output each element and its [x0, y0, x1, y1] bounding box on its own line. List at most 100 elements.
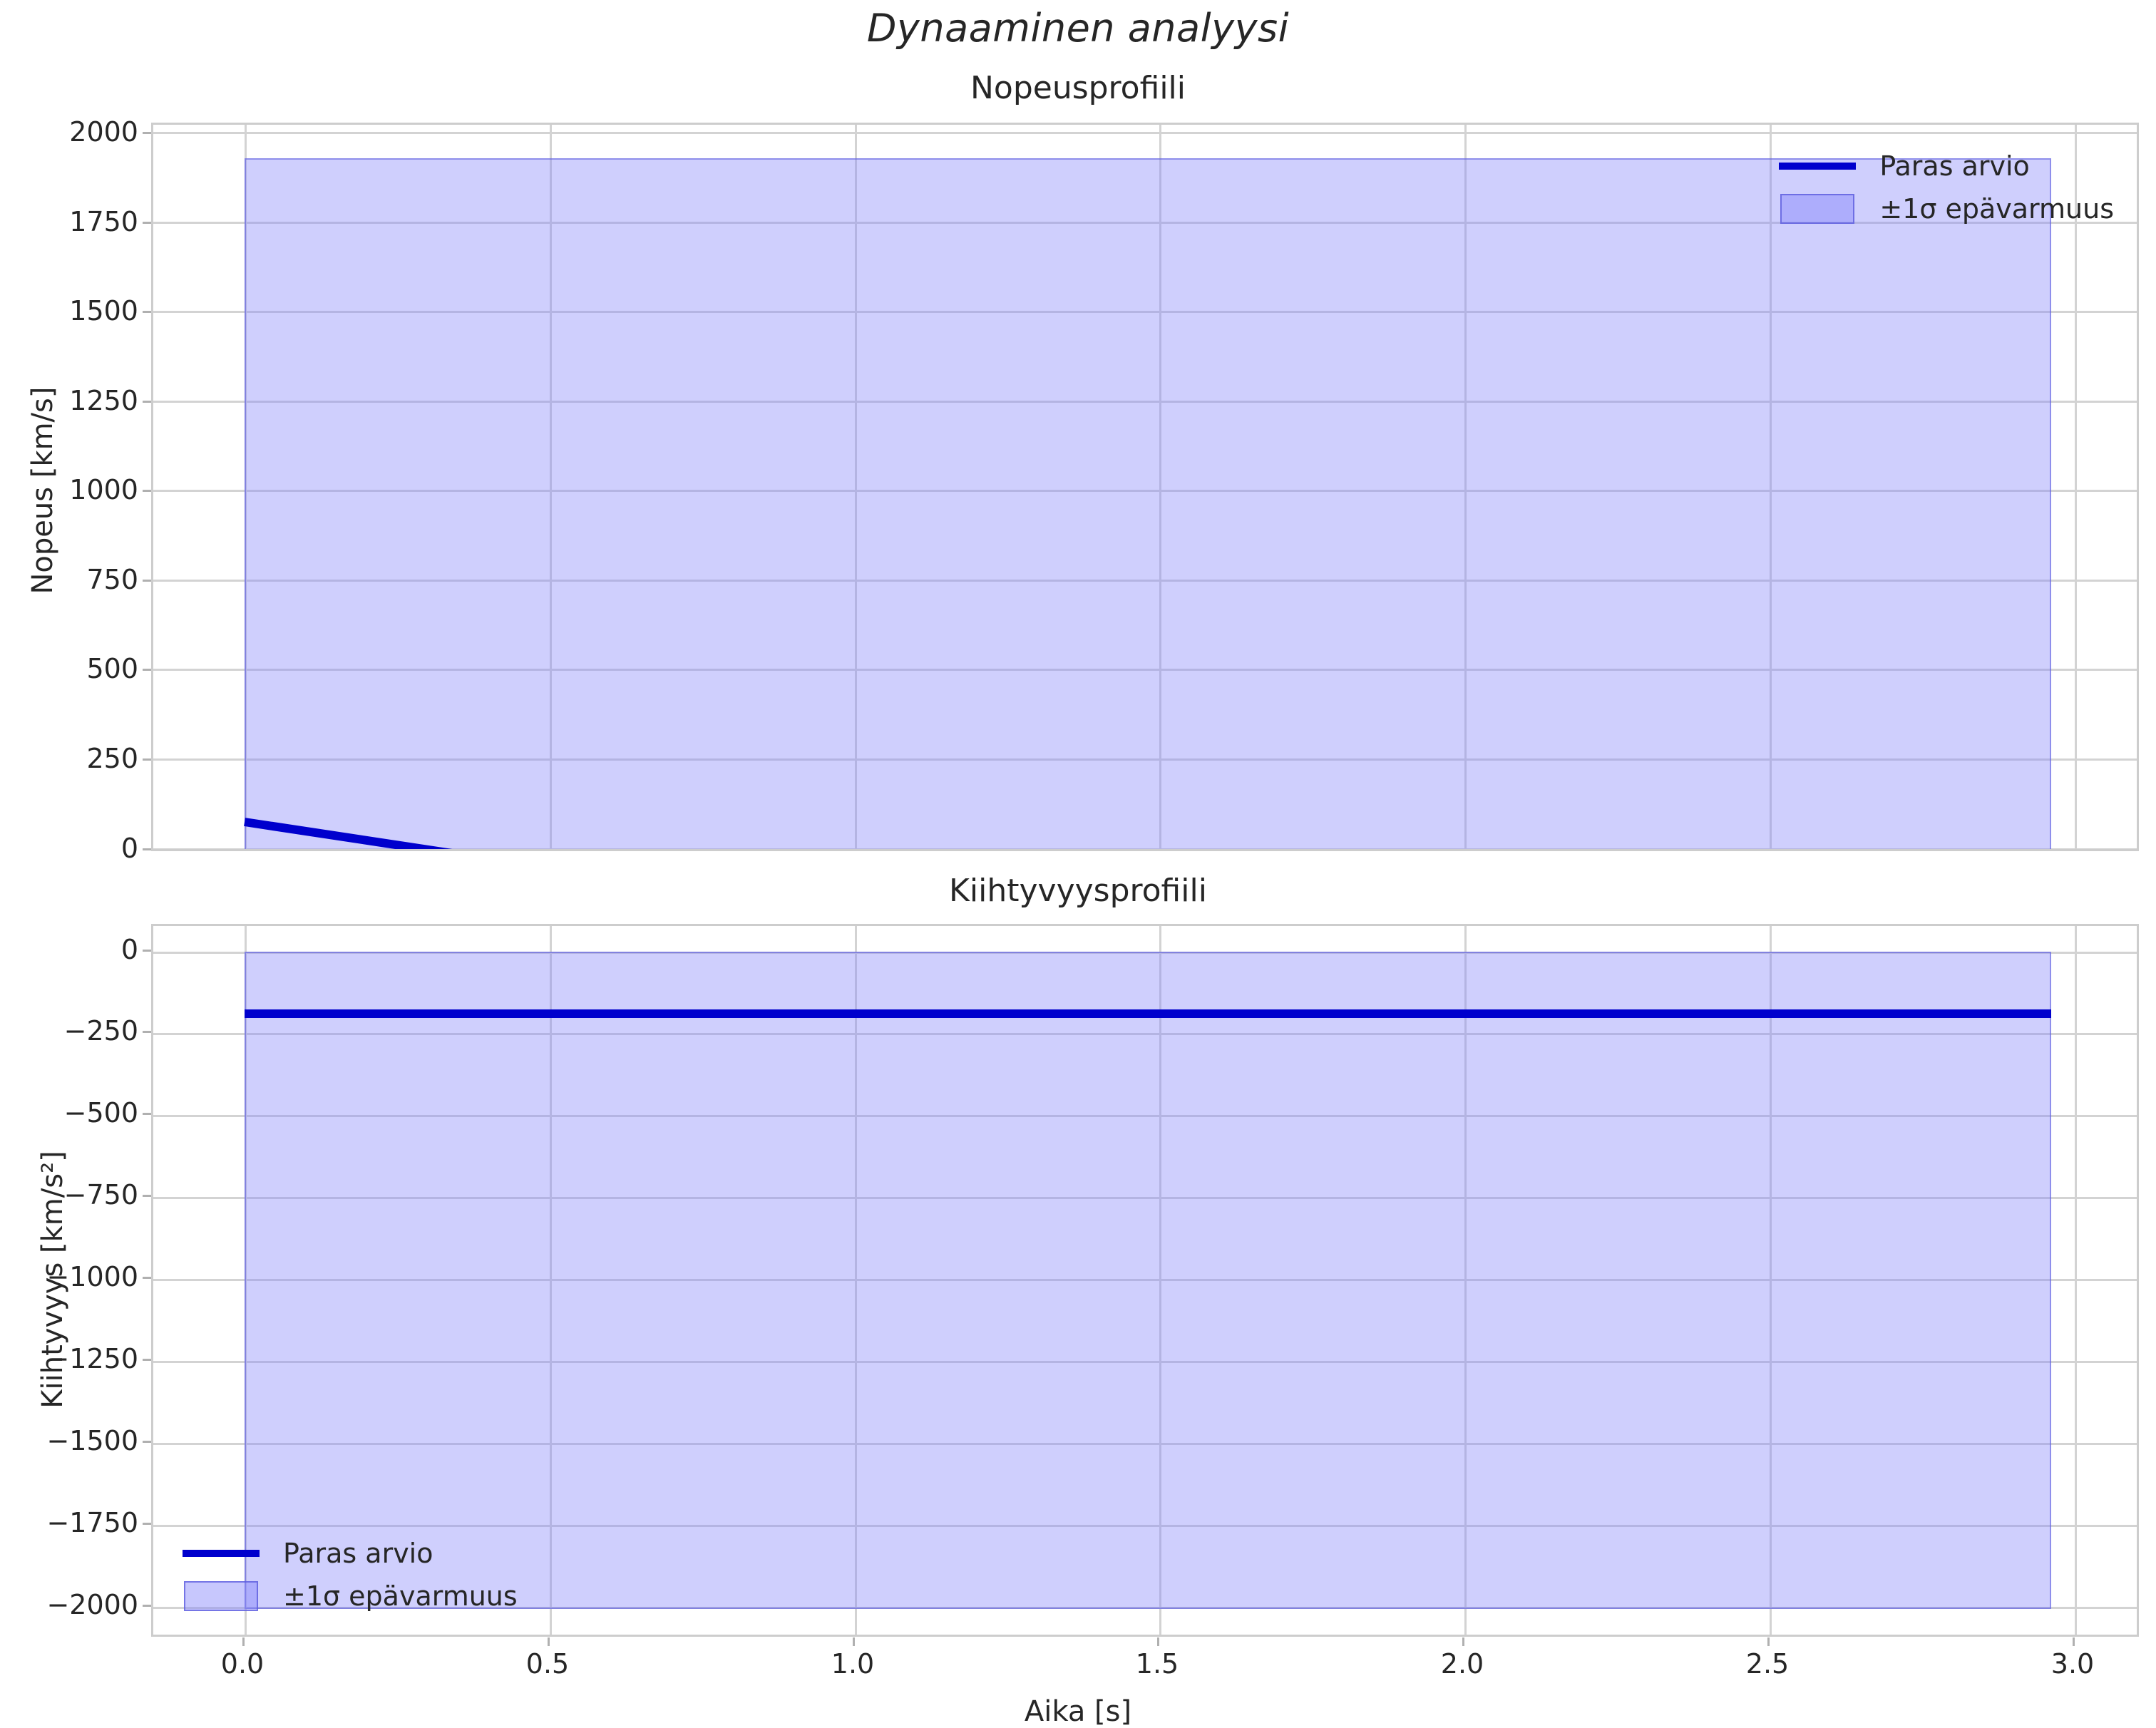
gridline-horizontal — [153, 758, 2137, 761]
y-tick-label: 1500 — [69, 295, 138, 326]
legend-entry-uncertainty: ±1σ epävarmuus — [1772, 187, 2114, 230]
gridline-horizontal — [153, 669, 2137, 671]
gridline-vertical — [1159, 125, 1161, 849]
y-tick-label: −1500 — [46, 1425, 138, 1456]
y-tick-label: 250 — [86, 743, 138, 774]
gridline-horizontal — [153, 311, 2137, 313]
y-tick-label: −2000 — [46, 1589, 138, 1620]
plot-area-acceleration[interactable]: Paras arvio ±1σ epävarmuus — [151, 924, 2139, 1637]
legend-line-swatch-icon — [176, 1550, 266, 1557]
y-tick-label: 1000 — [69, 474, 138, 505]
gridline-horizontal — [153, 401, 2137, 403]
y-tick-mark — [143, 758, 151, 761]
x-tick-label: 2.0 — [1440, 1648, 1484, 1680]
y-tick-mark — [143, 311, 151, 313]
y-tick-mark — [143, 580, 151, 582]
figure-suptitle: Dynaaminen analyysi — [866, 6, 1290, 51]
uncertainty-band-velocity — [245, 158, 2051, 849]
legend-label: Paras arvio — [1879, 150, 2030, 182]
gridline-horizontal — [153, 580, 2137, 582]
y-tick-label: −1000 — [46, 1261, 138, 1292]
y-tick-mark — [143, 132, 151, 134]
gridline-horizontal — [153, 848, 2137, 849]
gridline-horizontal — [153, 1197, 2137, 1199]
x-tick-mark — [2073, 1637, 2075, 1646]
x-tick-label: 1.5 — [1135, 1648, 1179, 1680]
y-tick-label: 0 — [120, 934, 138, 965]
x-tick-mark — [1157, 1637, 1159, 1646]
legend-acceleration: Paras arvio ±1σ epävarmuus — [163, 1522, 530, 1627]
y-tick-mark — [143, 1277, 151, 1279]
y-tick-mark — [143, 1031, 151, 1033]
gridline-horizontal — [153, 1525, 2137, 1527]
plot-area-velocity[interactable]: Paras arvio ±1σ epävarmuus — [151, 123, 2139, 851]
legend-label: Paras arvio — [283, 1538, 433, 1569]
y-tick-mark — [143, 950, 151, 952]
y-tick-mark — [143, 1523, 151, 1525]
gridline-horizontal — [153, 222, 2137, 224]
uncertainty-band-acceleration — [245, 952, 2051, 1609]
y-tick-mark — [143, 848, 151, 850]
y-tick-label: 2000 — [69, 116, 138, 148]
gridline-vertical — [1464, 926, 1467, 1635]
subplot-title-velocity: Nopeusprofiili — [970, 70, 1186, 106]
y-tick-label: −1250 — [46, 1343, 138, 1374]
gridline-horizontal — [153, 1361, 2137, 1363]
y-tick-label: 0 — [120, 833, 138, 864]
plot-inner-velocity — [153, 125, 2137, 849]
x-tick-mark — [242, 1637, 245, 1646]
gridline-horizontal — [153, 1033, 2137, 1035]
y-tick-label: 1250 — [69, 385, 138, 416]
y-tick-mark — [143, 669, 151, 671]
legend-label: ±1σ epävarmuus — [1879, 193, 2114, 225]
legend-label: ±1σ epävarmuus — [283, 1580, 518, 1612]
y-tick-mark — [143, 1113, 151, 1115]
gridline-vertical — [550, 125, 552, 849]
x-tick-label: 2.5 — [1745, 1648, 1790, 1680]
legend-line-swatch-icon — [1772, 163, 1862, 170]
y-tick-mark — [143, 490, 151, 492]
y-tick-mark — [143, 1441, 151, 1443]
legend-patch-swatch-icon — [1772, 194, 1862, 224]
legend-entry-best-estimate: Paras arvio — [1772, 145, 2114, 187]
y-tick-label: −500 — [63, 1097, 138, 1128]
gridline-vertical — [2075, 926, 2077, 1635]
y-tick-label: −750 — [63, 1179, 138, 1210]
gridline-vertical — [1770, 125, 1772, 849]
legend-entry-best-estimate: Paras arvio — [176, 1532, 518, 1575]
gridline-vertical — [1770, 926, 1772, 1635]
y-axis-label-velocity: Nopeus [km/s] — [26, 386, 59, 595]
x-tick-mark — [1462, 1637, 1464, 1646]
best-estimate-line-acceleration — [245, 1009, 2051, 1018]
gridline-vertical — [550, 926, 552, 1635]
x-tick-mark — [548, 1637, 550, 1646]
gridline-horizontal — [153, 132, 2137, 134]
plot-inner-acceleration — [153, 926, 2137, 1635]
x-tick-label: 3.0 — [2050, 1648, 2095, 1680]
gridline-vertical — [855, 926, 857, 1635]
gridline-vertical — [1159, 926, 1161, 1635]
subplot-title-acceleration: Kiihtyvyysprofiili — [949, 873, 1207, 909]
y-tick-label: 1750 — [69, 206, 138, 237]
y-tick-mark — [143, 401, 151, 403]
legend-patch-swatch-icon — [176, 1581, 266, 1611]
y-tick-mark — [143, 1605, 151, 1607]
gridline-horizontal — [153, 490, 2137, 492]
x-tick-mark — [1767, 1637, 1770, 1646]
gridline-horizontal — [153, 1115, 2137, 1117]
legend-velocity: Paras arvio ±1σ epävarmuus — [1760, 135, 2127, 240]
y-tick-mark — [143, 222, 151, 224]
gridline-vertical — [1464, 125, 1467, 849]
gridline-vertical — [2075, 125, 2077, 849]
x-tick-label: 0.5 — [525, 1648, 570, 1680]
x-tick-label: 0.0 — [220, 1648, 265, 1680]
gridline-vertical — [855, 125, 857, 849]
y-tick-label: 500 — [86, 653, 138, 684]
x-tick-mark — [853, 1637, 855, 1646]
y-tick-label: 750 — [86, 564, 138, 595]
gridline-horizontal — [153, 1279, 2137, 1281]
gridline-horizontal — [153, 1443, 2137, 1445]
y-tick-label: −250 — [63, 1015, 138, 1046]
y-tick-mark — [143, 1195, 151, 1197]
